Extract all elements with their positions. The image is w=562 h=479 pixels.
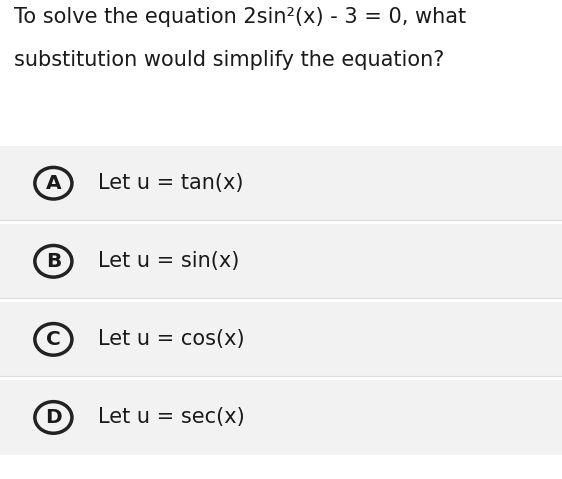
Text: A: A	[46, 174, 61, 193]
Text: Let u = sin(x): Let u = sin(x)	[98, 251, 240, 271]
Text: To solve the equation 2sin²(x) - 3 = 0, what: To solve the equation 2sin²(x) - 3 = 0, …	[14, 7, 466, 27]
FancyBboxPatch shape	[0, 224, 562, 298]
Text: B: B	[46, 252, 61, 271]
Circle shape	[35, 324, 72, 355]
Circle shape	[35, 167, 72, 199]
Circle shape	[35, 246, 72, 277]
FancyBboxPatch shape	[0, 380, 562, 455]
Text: Let u = tan(x): Let u = tan(x)	[98, 173, 244, 193]
Text: Let u = cos(x): Let u = cos(x)	[98, 330, 245, 349]
Text: D: D	[45, 408, 62, 427]
Text: substitution would simplify the equation?: substitution would simplify the equation…	[14, 50, 445, 70]
Text: Let u = sec(x): Let u = sec(x)	[98, 408, 245, 427]
FancyBboxPatch shape	[0, 302, 562, 376]
FancyBboxPatch shape	[0, 146, 562, 220]
Circle shape	[35, 401, 72, 433]
Text: C: C	[46, 330, 61, 349]
